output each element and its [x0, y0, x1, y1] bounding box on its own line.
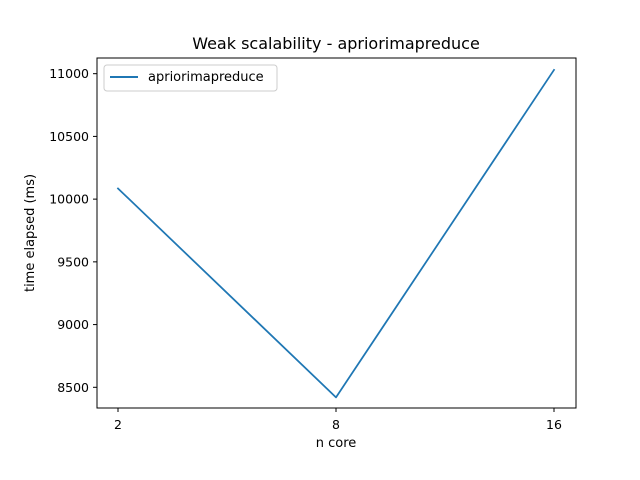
y-axis-ticks: 8500 9000 9500 10000 10500 11000 — [49, 66, 97, 395]
x-tick-label: 8 — [332, 417, 340, 432]
y-tick-label: 10500 — [49, 129, 89, 144]
y-tick-label: 9000 — [57, 317, 89, 332]
y-axis-label: time elapsed (ms) — [23, 174, 38, 292]
series-layer — [116, 68, 556, 399]
y-tick-label: 8500 — [57, 380, 89, 395]
x-axis-label: n core — [316, 436, 357, 451]
chart-title: Weak scalability - apriorimapreduce — [192, 34, 480, 53]
legend-box — [103, 64, 278, 92]
y-tick-label: 10000 — [49, 192, 89, 207]
x-axis-ticks: 2 8 16 — [114, 408, 562, 432]
y-tick-label: 9500 — [57, 254, 89, 269]
x-tick-label: 16 — [546, 417, 562, 432]
legend-label: apriorimapreduce — [148, 70, 264, 85]
y-tick-label: 11000 — [49, 66, 89, 81]
x-tick-label: 2 — [114, 417, 122, 432]
legend: apriorimapreduce — [103, 64, 278, 92]
